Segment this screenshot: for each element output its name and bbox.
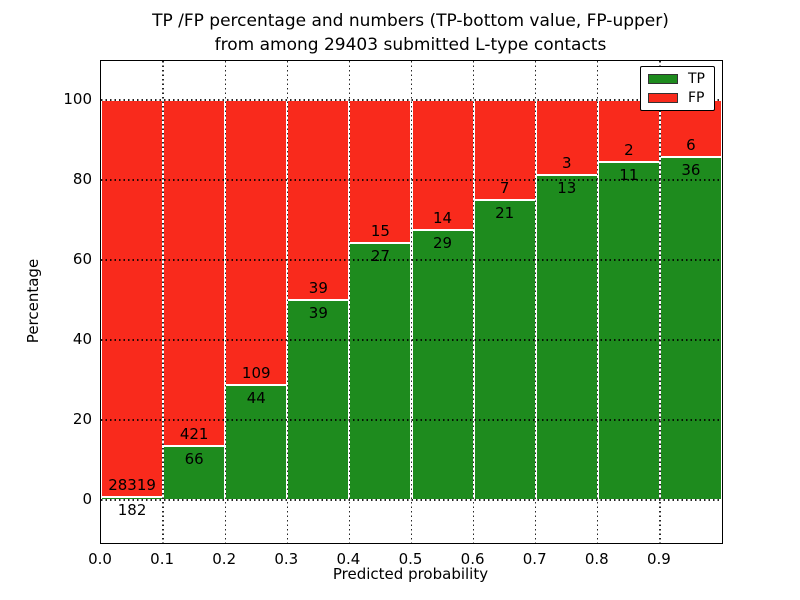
bar-segment-tp [287, 300, 350, 500]
gridline-horizontal [101, 419, 722, 421]
gridline-vertical [410, 61, 413, 543]
gridline-vertical [224, 61, 226, 543]
bar-value-label-fp: 109 [241, 363, 271, 382]
bar-value-label-fp: 15 [370, 221, 390, 240]
bar-value-label-fp: 39 [308, 279, 328, 297]
gridline-vertical [348, 61, 351, 543]
gridline-horizontal [101, 179, 722, 181]
gridline-vertical [535, 61, 537, 543]
bar-value-label-tp: 13 [557, 179, 577, 197]
bar-value-label-tp: 11 [619, 165, 639, 184]
gridline-vertical [286, 61, 288, 543]
gridline-horizontal [101, 99, 722, 101]
bar-value-label-tp: 21 [495, 204, 515, 222]
legend-entry-tp: TP [648, 72, 705, 86]
bar-value-label-tp: 182 [117, 501, 147, 520]
bar-segment-tp [535, 175, 598, 500]
gridline-horizontal [101, 259, 722, 261]
legend-label-fp: FP [688, 90, 705, 106]
bar-segment-fp [101, 100, 164, 498]
chart-title-line2: from among 29403 submitted L-type contac… [214, 35, 607, 55]
bar-value-label-fp: 7 [499, 179, 510, 197]
x-tick-label: 0.6 [460, 550, 485, 568]
bar-segment-tp [597, 161, 660, 500]
x-tick-label: 0.0 [88, 550, 112, 568]
legend-entry-fp: FP [648, 91, 705, 105]
bar-value-label-tp: 27 [370, 246, 390, 265]
gridline-vertical [597, 61, 599, 543]
gridline-horizontal [101, 339, 722, 341]
gridline-horizontal [101, 499, 722, 501]
bar-segment-fp [287, 100, 350, 300]
x-tick-label: 0.1 [150, 550, 175, 568]
y-tick-label: 80 [72, 170, 92, 188]
bar-value-label-fp: 2 [624, 140, 634, 159]
y-tick-label: 60 [72, 250, 92, 268]
chart-title-line1: TP /FP percentage and numbers (TP-bottom… [152, 11, 669, 31]
bar-segment-tp [473, 200, 536, 500]
x-tick-label: 0.3 [274, 550, 299, 568]
bar-value-label-tp: 29 [433, 234, 453, 253]
bar-value-label-tp: 36 [681, 161, 701, 180]
y-tick-label: 40 [72, 330, 92, 348]
bar-segment-tp [659, 157, 722, 500]
bar-value-label-fp: 3 [561, 154, 572, 172]
x-tick-label: 0.9 [646, 550, 671, 568]
bar-segment-tp [411, 230, 474, 500]
legend-swatch-fp [648, 93, 678, 103]
bar-segment-fp [163, 100, 226, 446]
bar-segment-fp [225, 100, 288, 385]
y-tick-label: 20 [72, 410, 92, 428]
legend-swatch-tp [648, 74, 678, 84]
bar-value-label-tp: 44 [246, 388, 266, 407]
gridline-vertical [472, 61, 475, 543]
gridline-vertical [659, 61, 661, 543]
bar-segment-fp [535, 100, 598, 175]
bar-value-label-fp: 14 [433, 209, 453, 228]
legend-label-tp: TP [688, 71, 705, 87]
bar-value-label-fp: 6 [686, 136, 696, 155]
x-axis-label: Predicted probability [332, 565, 489, 583]
bar-segment-tp [349, 242, 412, 500]
bar-value-label-tp: 66 [184, 449, 204, 468]
plot-area: TP FP 28319 182 421 66 109 44 39 39 15 27 14 29 7 21 3 1… [100, 60, 723, 544]
x-tick-label: 0.8 [584, 550, 609, 568]
bar-value-label-fp: 421 [179, 424, 209, 443]
x-tick-label: 0.7 [522, 550, 547, 568]
x-tick-label: 0.2 [212, 550, 237, 568]
bar-value-label-tp: 39 [308, 304, 328, 322]
x-tick-label: 0.4 [336, 550, 361, 568]
gridline-vertical [162, 61, 164, 543]
legend: TP FP [640, 66, 715, 111]
y-tick-label: 0 [82, 490, 92, 508]
bar-value-label-fp: 28319 [108, 476, 156, 495]
x-tick-label: 0.5 [398, 550, 423, 568]
y-tick-label: 100 [63, 90, 92, 108]
